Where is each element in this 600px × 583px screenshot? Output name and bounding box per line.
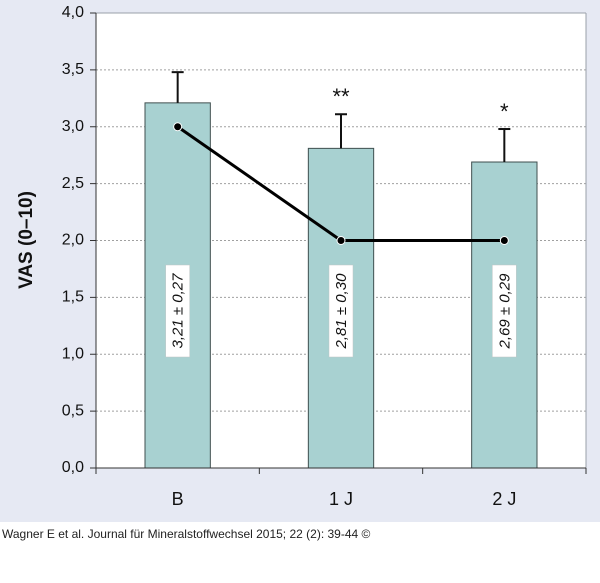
x-tick-label: B — [172, 489, 184, 509]
figure-panel: 3,21 ± 0,27 ** 2,81 ± 0,30 * 2,69 ± 0,29 0,0… — [0, 0, 600, 522]
bar-value-label-box — [328, 264, 354, 358]
chart: 3,21 ± 0,27 ** 2,81 ± 0,30 * 2,69 ± 0,29 0,0… — [16, 4, 587, 509]
bar-value-label: 2,69 ± 0,29 — [492, 264, 517, 358]
median-point — [173, 122, 183, 132]
bar-value-label-text: 2,69 ± 0,29 — [496, 273, 513, 350]
significance-marker: * — [500, 99, 509, 124]
y-tick-label: 3,5 — [62, 61, 84, 78]
y-tick-label: 0,0 — [62, 459, 84, 476]
bar-value-label-text: 2,81 ± 0,30 — [333, 273, 350, 350]
x-tick-label: 1 J — [329, 489, 353, 509]
bar-value-label-box — [492, 264, 517, 358]
x-tick-label: 2 J — [492, 489, 516, 509]
y-tick-label: 1,0 — [62, 345, 84, 362]
y-tick-label: 4,0 — [62, 4, 84, 21]
y-tick-label: 3,0 — [62, 118, 84, 135]
bar-value-label: 2,81 ± 0,30 — [328, 264, 354, 358]
bar-value-label-box — [165, 264, 190, 358]
bar-value-label-text: 3,21 ± 0,27 — [170, 273, 187, 349]
bar-value-label: 3,21 ± 0,27 — [165, 264, 190, 358]
y-tick-label: 1,5 — [62, 289, 84, 306]
y-tick-label: 2,5 — [62, 175, 84, 192]
significance-marker: ** — [332, 84, 350, 109]
error-bars — [171, 71, 511, 163]
axes: 0,0 0,5 1,0 1,5 2,0 2,5 3,0 3,5 4,0 B 1 J 2 J — [62, 4, 587, 509]
y-tick-label: 0,5 — [62, 402, 84, 419]
bar-labels: 3,21 ± 0,27 ** 2,81 ± 0,30 * 2,69 ± 0,29 — [165, 84, 517, 358]
median-point — [499, 236, 509, 245]
median-point — [336, 236, 346, 245]
citation-text: Wagner E et al. Journal für Mineralstoff… — [2, 527, 371, 541]
y-tick-label: 2,0 — [62, 232, 84, 249]
y-axis-label: VAS (0–10) — [16, 191, 37, 289]
median-line — [173, 122, 509, 245]
